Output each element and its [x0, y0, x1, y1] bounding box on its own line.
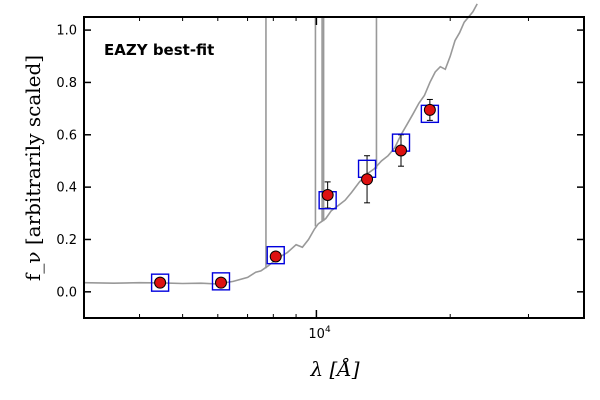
observed-point	[269, 250, 282, 263]
observed-point	[361, 173, 374, 186]
observed-point	[214, 276, 227, 289]
y-tick-label: 0.6	[56, 128, 77, 143]
annotation-text: EAZY best-fit	[104, 41, 214, 59]
ticks-layer	[83, 17, 585, 318]
observed-point	[321, 188, 334, 201]
y-tick-label: 0.8	[56, 76, 77, 91]
model-sed-layer	[83, 3, 478, 285]
model-photometry-square	[266, 245, 285, 265]
y-tick-label: 0.2	[56, 233, 77, 248]
observed-point	[154, 276, 167, 289]
x-axis-label: λ [Å]	[309, 356, 359, 381]
model-photometry-layer	[150, 104, 440, 292]
error-bars-layer	[324, 98, 433, 209]
y-axis-label: f_ν [arbitrarily scaled]	[21, 55, 45, 281]
observed-point	[394, 144, 407, 157]
y-tick-label: 1.0	[56, 24, 77, 39]
model-photometry-square	[211, 272, 231, 291]
plot-frame	[83, 16, 585, 319]
model-photometry-square	[150, 273, 170, 292]
model-sed-line	[83, 3, 478, 285]
x-tick-label: 104	[308, 325, 331, 342]
observed-point	[423, 103, 436, 116]
y-tick-label: 0.4	[56, 181, 77, 196]
y-tick-label: 0.0	[56, 285, 77, 300]
observed-points-layer	[154, 103, 436, 289]
emission-lines-layer	[265, 17, 378, 269]
